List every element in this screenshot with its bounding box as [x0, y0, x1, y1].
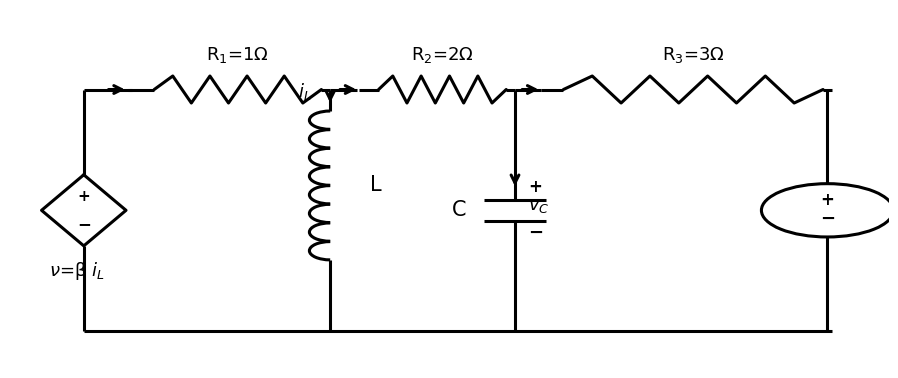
Text: R$_3$=3Ω: R$_3$=3Ω: [662, 45, 725, 65]
Text: R$_2$=2Ω: R$_2$=2Ω: [411, 45, 474, 65]
Text: $\mathit{v}_C$: $\mathit{v}_C$: [528, 197, 550, 215]
Text: $\nu$=β $\mathit{i}_L$: $\nu$=β $\mathit{i}_L$: [48, 260, 104, 282]
Text: L: L: [370, 175, 382, 195]
Text: +: +: [77, 189, 90, 204]
Text: R$_1$=1Ω: R$_1$=1Ω: [207, 45, 269, 65]
Text: −: −: [528, 225, 543, 242]
Text: C: C: [452, 200, 467, 220]
Text: −: −: [77, 215, 91, 233]
Text: −: −: [820, 210, 835, 228]
Text: +: +: [528, 178, 542, 196]
Text: +: +: [821, 191, 834, 209]
Text: $\mathit{i}_L$: $\mathit{i}_L$: [297, 81, 311, 102]
